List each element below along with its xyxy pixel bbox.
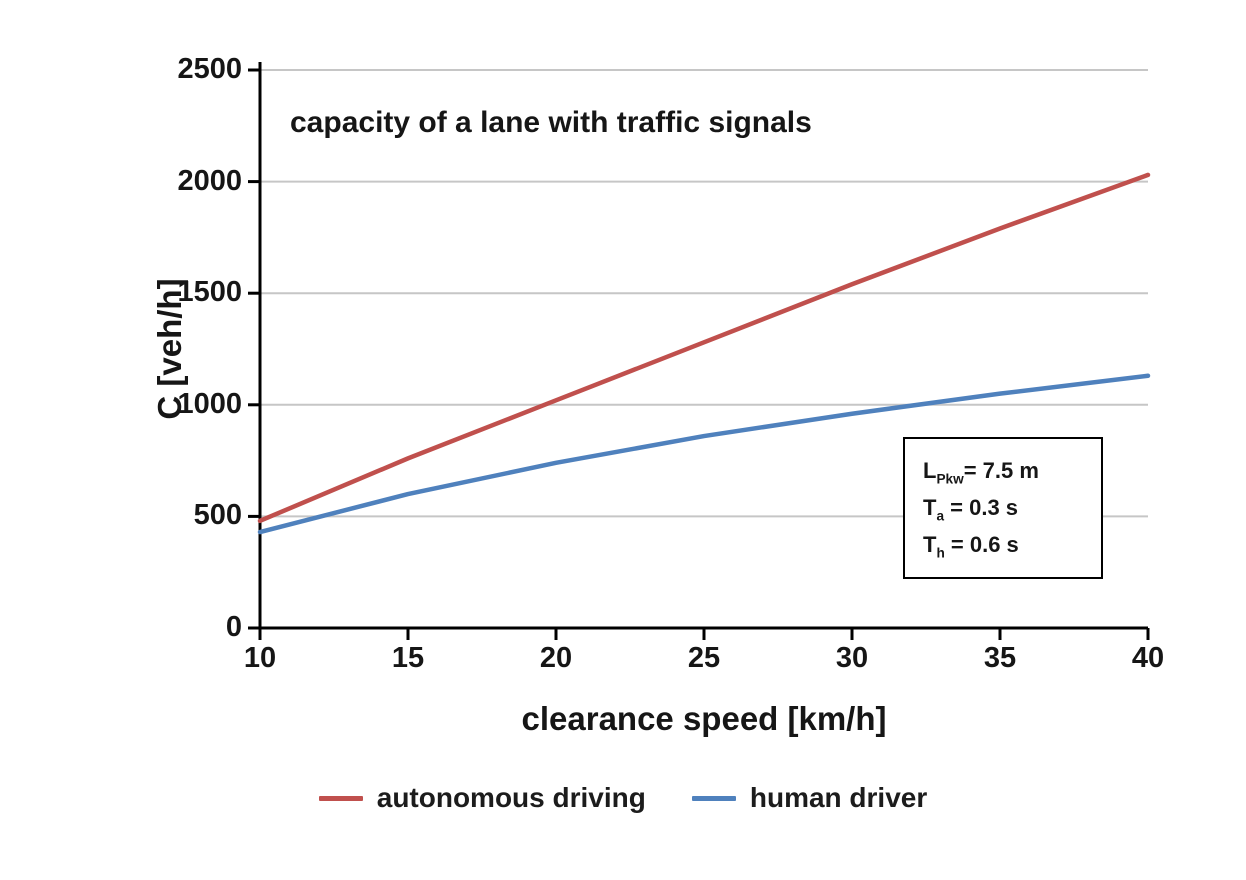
y-tick-label-0: 0 <box>225 611 242 643</box>
red-line-swatch <box>318 795 363 801</box>
legend-item-autonomous-driving: autonomous driving <box>318 782 646 814</box>
x-tick-label-15: 15 <box>391 642 425 674</box>
parameter-box: LPkw= 7.5 m Ta = 0.3 s Th = 0.6 s <box>903 437 1103 579</box>
x-tick-label-20: 20 <box>539 642 573 674</box>
x-tick-label-35: 35 <box>983 642 1017 674</box>
y-tick-label-2000: 2000 <box>177 164 242 197</box>
x-axis-label: clearance speed [km/h] <box>521 700 887 737</box>
y-tick-label-500: 500 <box>193 499 242 532</box>
blue-line-swatch <box>691 795 736 801</box>
series-line-autonomous-driving <box>257 172 1151 524</box>
param-vehicle-length: LPkw= 7.5 m <box>923 458 1039 487</box>
param-reaction-time-human: Th = 0.6 s <box>923 532 1019 561</box>
legend-label-autonomous-driving: autonomous driving <box>376 782 646 813</box>
x-tick-label-10: 10 <box>243 642 277 674</box>
x-tick-label-25: 25 <box>687 642 721 674</box>
series-line-human-driver <box>257 373 1151 535</box>
y-tick-label-1000: 1000 <box>177 387 242 420</box>
legend: autonomous driving human driver <box>0 782 1246 814</box>
x-tick-label-30: 30 <box>835 642 869 674</box>
chart-title: capacity of a lane with traffic signals <box>290 106 812 139</box>
legend-label-human-driver: human driver <box>749 782 928 813</box>
param-reaction-time-autonomous: Ta = 0.3 s <box>923 495 1019 524</box>
y-tick-label-2500: 2500 <box>177 53 242 85</box>
y-tick-label-1500: 1500 <box>177 276 242 309</box>
x-tick-label-40: 40 <box>1131 642 1165 674</box>
legend-item-human-driver: human driver <box>691 782 928 814</box>
y-axis-label: C [veh/h] <box>151 278 188 420</box>
